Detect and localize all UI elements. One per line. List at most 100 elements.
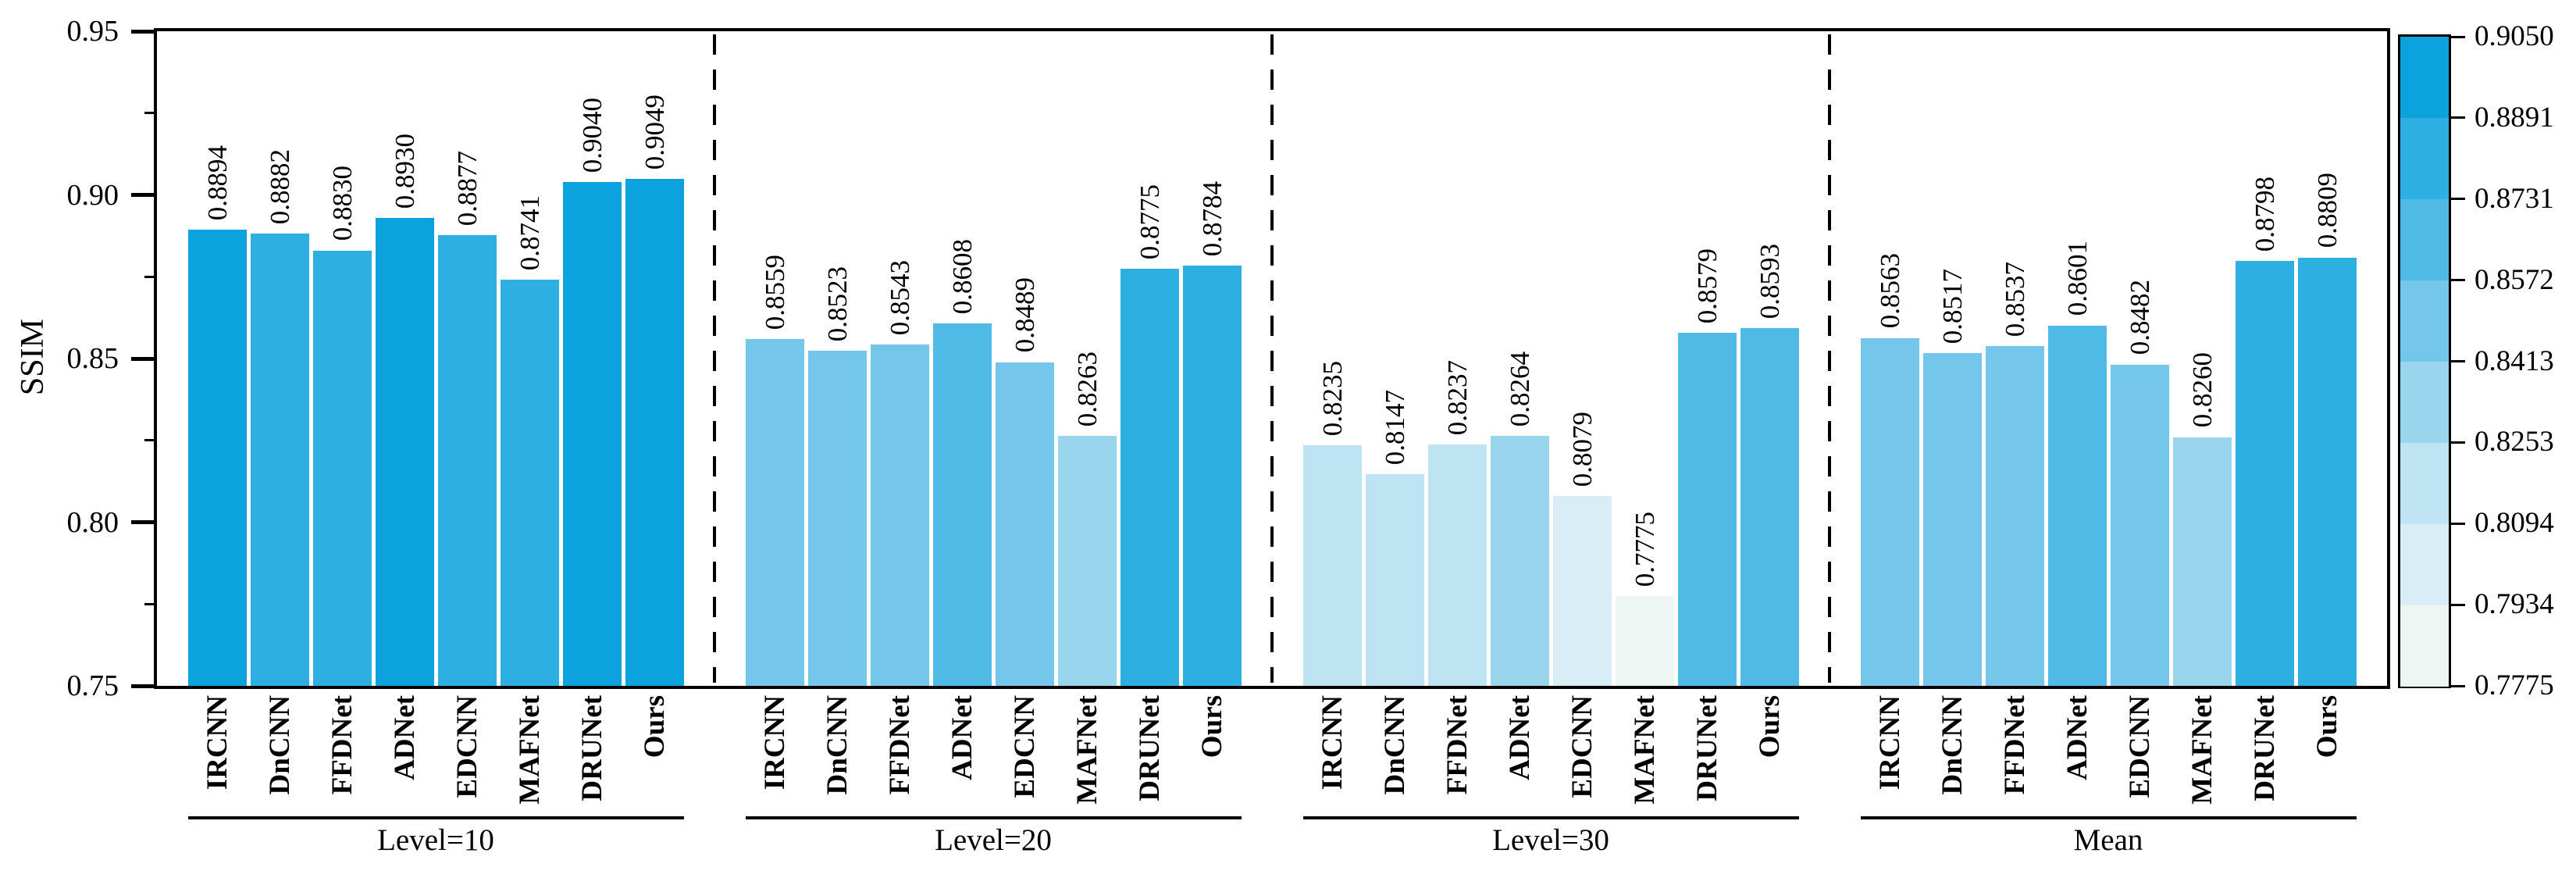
- x-tick-label-ffdnet: FFDNet: [883, 695, 916, 795]
- group-separator-dashed-line: [1270, 34, 1274, 683]
- x-tick-label-drunet: DRUNet: [575, 695, 608, 801]
- colorbar-segment: [2400, 605, 2449, 687]
- colorbar-tick: [2451, 441, 2465, 444]
- x-tick-label-dncnn: DnCNN: [263, 695, 296, 795]
- bar-level-20-ffdnet: [871, 344, 929, 686]
- colorbar-tick: [2451, 684, 2465, 687]
- bar-value-label: 0.8798: [2249, 176, 2280, 252]
- bar-value-label: 0.8235: [1317, 360, 1348, 437]
- x-tick-label-ffdnet: FFDNet: [1998, 695, 2031, 795]
- bar-level-30-ffdnet: [1428, 444, 1487, 686]
- bar-level-10-ircnn: [188, 229, 247, 686]
- bar-value-label: 0.8894: [201, 145, 233, 220]
- bar-value-label: 0.8830: [326, 166, 358, 241]
- x-tick-label-drunet: DRUNet: [1133, 695, 1166, 801]
- bar-value-label: 0.8543: [884, 259, 915, 335]
- x-tick-label-edcnn: EDCNN: [2123, 695, 2156, 798]
- bar-value-label: 0.8930: [389, 133, 420, 209]
- bar-level-10-ffdnet: [313, 250, 372, 686]
- x-tick-label-adnet: ADNet: [388, 695, 421, 780]
- colorbar-segment: [2400, 523, 2449, 605]
- x-tick-label-edcnn: EDCNN: [451, 695, 483, 798]
- bar-level-30-drunet: [1678, 332, 1737, 686]
- group-label: Level=20: [935, 823, 1052, 857]
- bar-value-label: 0.7775: [1629, 511, 1660, 587]
- bar-value-label: 0.8559: [759, 255, 790, 330]
- y-major-tick: [131, 29, 157, 34]
- y-major-tick: [131, 520, 157, 524]
- bar-level-20-ircnn: [746, 339, 804, 686]
- x-tick-label-ffdnet: FFDNet: [1441, 695, 1473, 795]
- y-major-tick: [131, 193, 157, 197]
- group-label: Level=10: [377, 823, 494, 857]
- colorbar-tick-label: 0.9050: [2474, 20, 2554, 52]
- bar-level-20-dncnn: [808, 351, 867, 686]
- colorbar-segment: [2400, 361, 2449, 443]
- bar-level-30-ircnn: [1303, 445, 1362, 686]
- group-separator-dashed-line: [713, 34, 716, 683]
- x-tick-label-mafnet: MAFNet: [1628, 695, 1661, 805]
- bar-value-label: 0.8537: [1999, 262, 2030, 337]
- colorbar-tick: [2451, 603, 2465, 606]
- group-label: Mean: [2073, 823, 2143, 857]
- x-tick-label-ours: Ours: [1195, 695, 1228, 758]
- colorbar-tick-label: 0.8891: [2474, 101, 2554, 134]
- x-tick-label-ircnn: IRCNN: [1316, 695, 1349, 791]
- x-tick-label-edcnn: EDCNN: [1008, 695, 1041, 798]
- bar-level-30-mafnet: [1616, 595, 1674, 686]
- x-tick-label-edcnn: EDCNN: [1566, 695, 1598, 798]
- y-minor-tick: [144, 275, 157, 278]
- colorbar-segment: [2400, 442, 2449, 524]
- x-tick-label-ircnn: IRCNN: [201, 695, 233, 791]
- bar-value-label: 0.8079: [1566, 412, 1598, 487]
- y-major-tick: [131, 356, 157, 361]
- colorbar-segment: [2400, 280, 2449, 362]
- y-tick-label: 0.75: [66, 669, 119, 702]
- bar-mean-mafnet: [2173, 437, 2232, 686]
- colorbar-tick: [2451, 522, 2465, 525]
- bar-value-label: 0.8263: [1071, 352, 1103, 427]
- group-underline: [1303, 816, 1799, 819]
- bar-mean-dncnn: [1923, 352, 1982, 686]
- x-tick-label-ffdnet: FFDNet: [326, 695, 358, 795]
- bar-value-label: 0.8775: [1134, 184, 1165, 259]
- y-minor-tick: [144, 602, 157, 605]
- group-label: Level=30: [1492, 823, 1609, 857]
- bar-mean-adnet: [2048, 325, 2107, 686]
- bar-value-label: 0.8579: [1691, 248, 1723, 323]
- bar-level-30-adnet: [1491, 435, 1549, 686]
- colorbar-tick: [2451, 360, 2465, 362]
- x-tick-label-adnet: ADNet: [1503, 695, 1536, 780]
- group-separator-dashed-line: [1828, 34, 1831, 683]
- x-tick-label-adnet: ADNet: [946, 695, 978, 780]
- x-tick-label-ours: Ours: [638, 695, 671, 758]
- bar-level-10-dncnn: [251, 233, 309, 686]
- bar-value-label: 0.8517: [1936, 268, 1968, 344]
- bar-value-label: 0.8523: [821, 266, 853, 342]
- bar-value-label: 0.8601: [2061, 241, 2093, 316]
- bar-value-label: 0.8608: [946, 238, 978, 314]
- bar-value-label: 0.8784: [1196, 180, 1227, 257]
- colorbar-segment: [2400, 117, 2449, 200]
- x-tick-label-ircnn: IRCNN: [1873, 695, 1906, 791]
- bar-value-label: 0.8482: [2124, 280, 2155, 355]
- colorbar-tick-label: 0.8094: [2474, 507, 2554, 540]
- bar-level-30-ours: [1740, 328, 1799, 686]
- y-tick-label: 0.85: [66, 342, 119, 375]
- y-minor-tick: [144, 112, 157, 115]
- colorbar-tick: [2451, 198, 2465, 201]
- x-tick-label-mafnet: MAFNet: [1071, 695, 1103, 805]
- bar-value-label: 0.8147: [1379, 389, 1410, 465]
- bar-value-label: 0.9049: [639, 94, 670, 170]
- y-tick-label: 0.80: [66, 505, 119, 539]
- bar-level-10-edcnn: [438, 235, 497, 686]
- colorbar-tick-label: 0.7934: [2474, 588, 2554, 621]
- colorbar-tick-label: 0.8253: [2474, 426, 2554, 459]
- bar-level-20-edcnn: [996, 362, 1054, 686]
- bar-value-label: 0.8809: [2311, 173, 2343, 248]
- x-tick-label-ircnn: IRCNN: [758, 695, 791, 791]
- colorbar-tick-label: 0.8572: [2474, 263, 2554, 296]
- y-minor-tick: [144, 439, 157, 442]
- bar-mean-edcnn: [2111, 364, 2169, 686]
